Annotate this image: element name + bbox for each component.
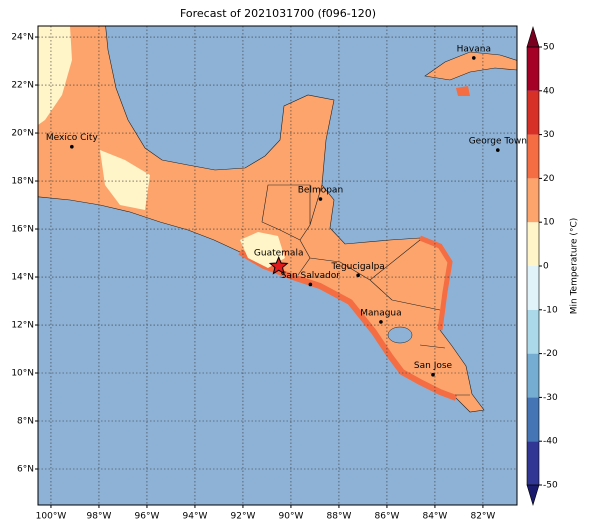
city-label: San Jose <box>414 361 453 371</box>
x-tick-label: 82°W <box>470 512 495 522</box>
colorbar-segment <box>527 353 539 398</box>
x-tick-label: 84°W <box>422 512 447 522</box>
city-point <box>70 144 74 149</box>
grid: 100°W 98°W 96°W 94°W 92°W 90°W 88°W 86°W 84°W 82°… <box>11 26 517 522</box>
y-tick-label: 8°N <box>17 417 34 427</box>
colorbar-tick-label: 20 <box>543 174 555 184</box>
city-label: San Salvador <box>281 271 341 281</box>
colorbar-tick-label: 50 <box>543 43 555 53</box>
city-point <box>431 372 435 377</box>
x-tick-label: 100°W <box>36 512 67 522</box>
cold-patch <box>240 232 285 268</box>
colorbar-tick-label: 30 <box>543 130 555 140</box>
cold-patch <box>38 26 72 125</box>
pacific-coast-warm <box>238 249 458 401</box>
colorbar-segment <box>527 90 539 135</box>
colorbar-extend-over <box>526 25 540 48</box>
city-label: Managua <box>360 308 401 318</box>
colorbar-tick-label: -10 <box>543 305 558 315</box>
map-frame <box>37 25 518 506</box>
colorbar-segment <box>527 266 539 310</box>
city-point <box>308 282 313 287</box>
city-label: Mexico City <box>46 133 99 143</box>
colorbar-tick-label: -20 <box>543 349 558 359</box>
city-label: George Town <box>469 137 527 147</box>
colorbar-tick-label: 40 <box>543 86 555 96</box>
country-border <box>297 239 470 396</box>
caribbean-coast-warm <box>419 235 453 331</box>
cold-patch <box>100 150 150 210</box>
colorbar-segment <box>527 178 539 223</box>
city-label: Belmopan <box>298 186 343 196</box>
colorbar-extend-under <box>526 484 540 507</box>
y-tick-label: 18°N <box>11 177 34 187</box>
colorbar-tick-label: 0 <box>543 262 549 272</box>
colorbar-segment <box>527 309 539 354</box>
x-tick-label: 90°W <box>279 512 304 522</box>
colorbar-tick-label: 10 <box>543 218 555 228</box>
colorbar-tick-label: -50 <box>543 481 558 491</box>
x-tick-label: 98°W <box>87 512 112 522</box>
x-tick-label: 94°W <box>183 512 208 522</box>
colorbar: -50 -40 -30 -20 -10 0 10 20 30 40 50 <box>526 25 558 507</box>
city-point <box>356 273 360 278</box>
y-tick-label: 10°N <box>11 369 34 379</box>
x-tick-label: 86°W <box>375 512 400 522</box>
city-point <box>496 148 500 152</box>
city-star <box>268 255 289 275</box>
city-point <box>379 320 383 324</box>
chart-title: Forecast of 2021031700 (f096-120) <box>180 7 376 20</box>
colorbar-segment <box>527 397 539 442</box>
city-point <box>318 197 323 201</box>
city-label: Tegucigalpa <box>330 262 384 272</box>
colorbar-segment <box>527 222 539 266</box>
city-label: Havana <box>457 44 491 54</box>
colorbar-tick-label: -30 <box>543 393 558 403</box>
y-tick-label: 22°N <box>11 81 34 91</box>
colorbar-segment <box>527 441 539 485</box>
cuba <box>424 51 517 81</box>
colorbar-segment <box>527 134 539 179</box>
lake <box>387 326 413 344</box>
x-tick-label: 96°W <box>135 512 160 522</box>
colorbar-segment <box>527 47 539 91</box>
cities: Havana Mexico City George Town Belmopan Guat… <box>46 44 527 377</box>
island <box>456 86 470 96</box>
y-tick-label: 6°N <box>17 465 34 475</box>
y-tick-label: 24°N <box>11 33 34 43</box>
y-tick-label: 12°N <box>11 321 34 331</box>
x-tick-label: 88°W <box>327 512 352 522</box>
map <box>38 26 517 505</box>
colorbar-label: Min Temperature (°C) <box>570 218 580 315</box>
y-tick-label: 20°N <box>11 129 34 139</box>
city-point <box>472 56 476 60</box>
colorbar-tick-label: -40 <box>543 437 558 447</box>
y-tick-label: 16°N <box>11 225 34 235</box>
city-label: Guatemala <box>254 249 304 259</box>
y-tick-label: 14°N <box>11 273 34 283</box>
x-tick-label: 92°W <box>231 512 256 522</box>
